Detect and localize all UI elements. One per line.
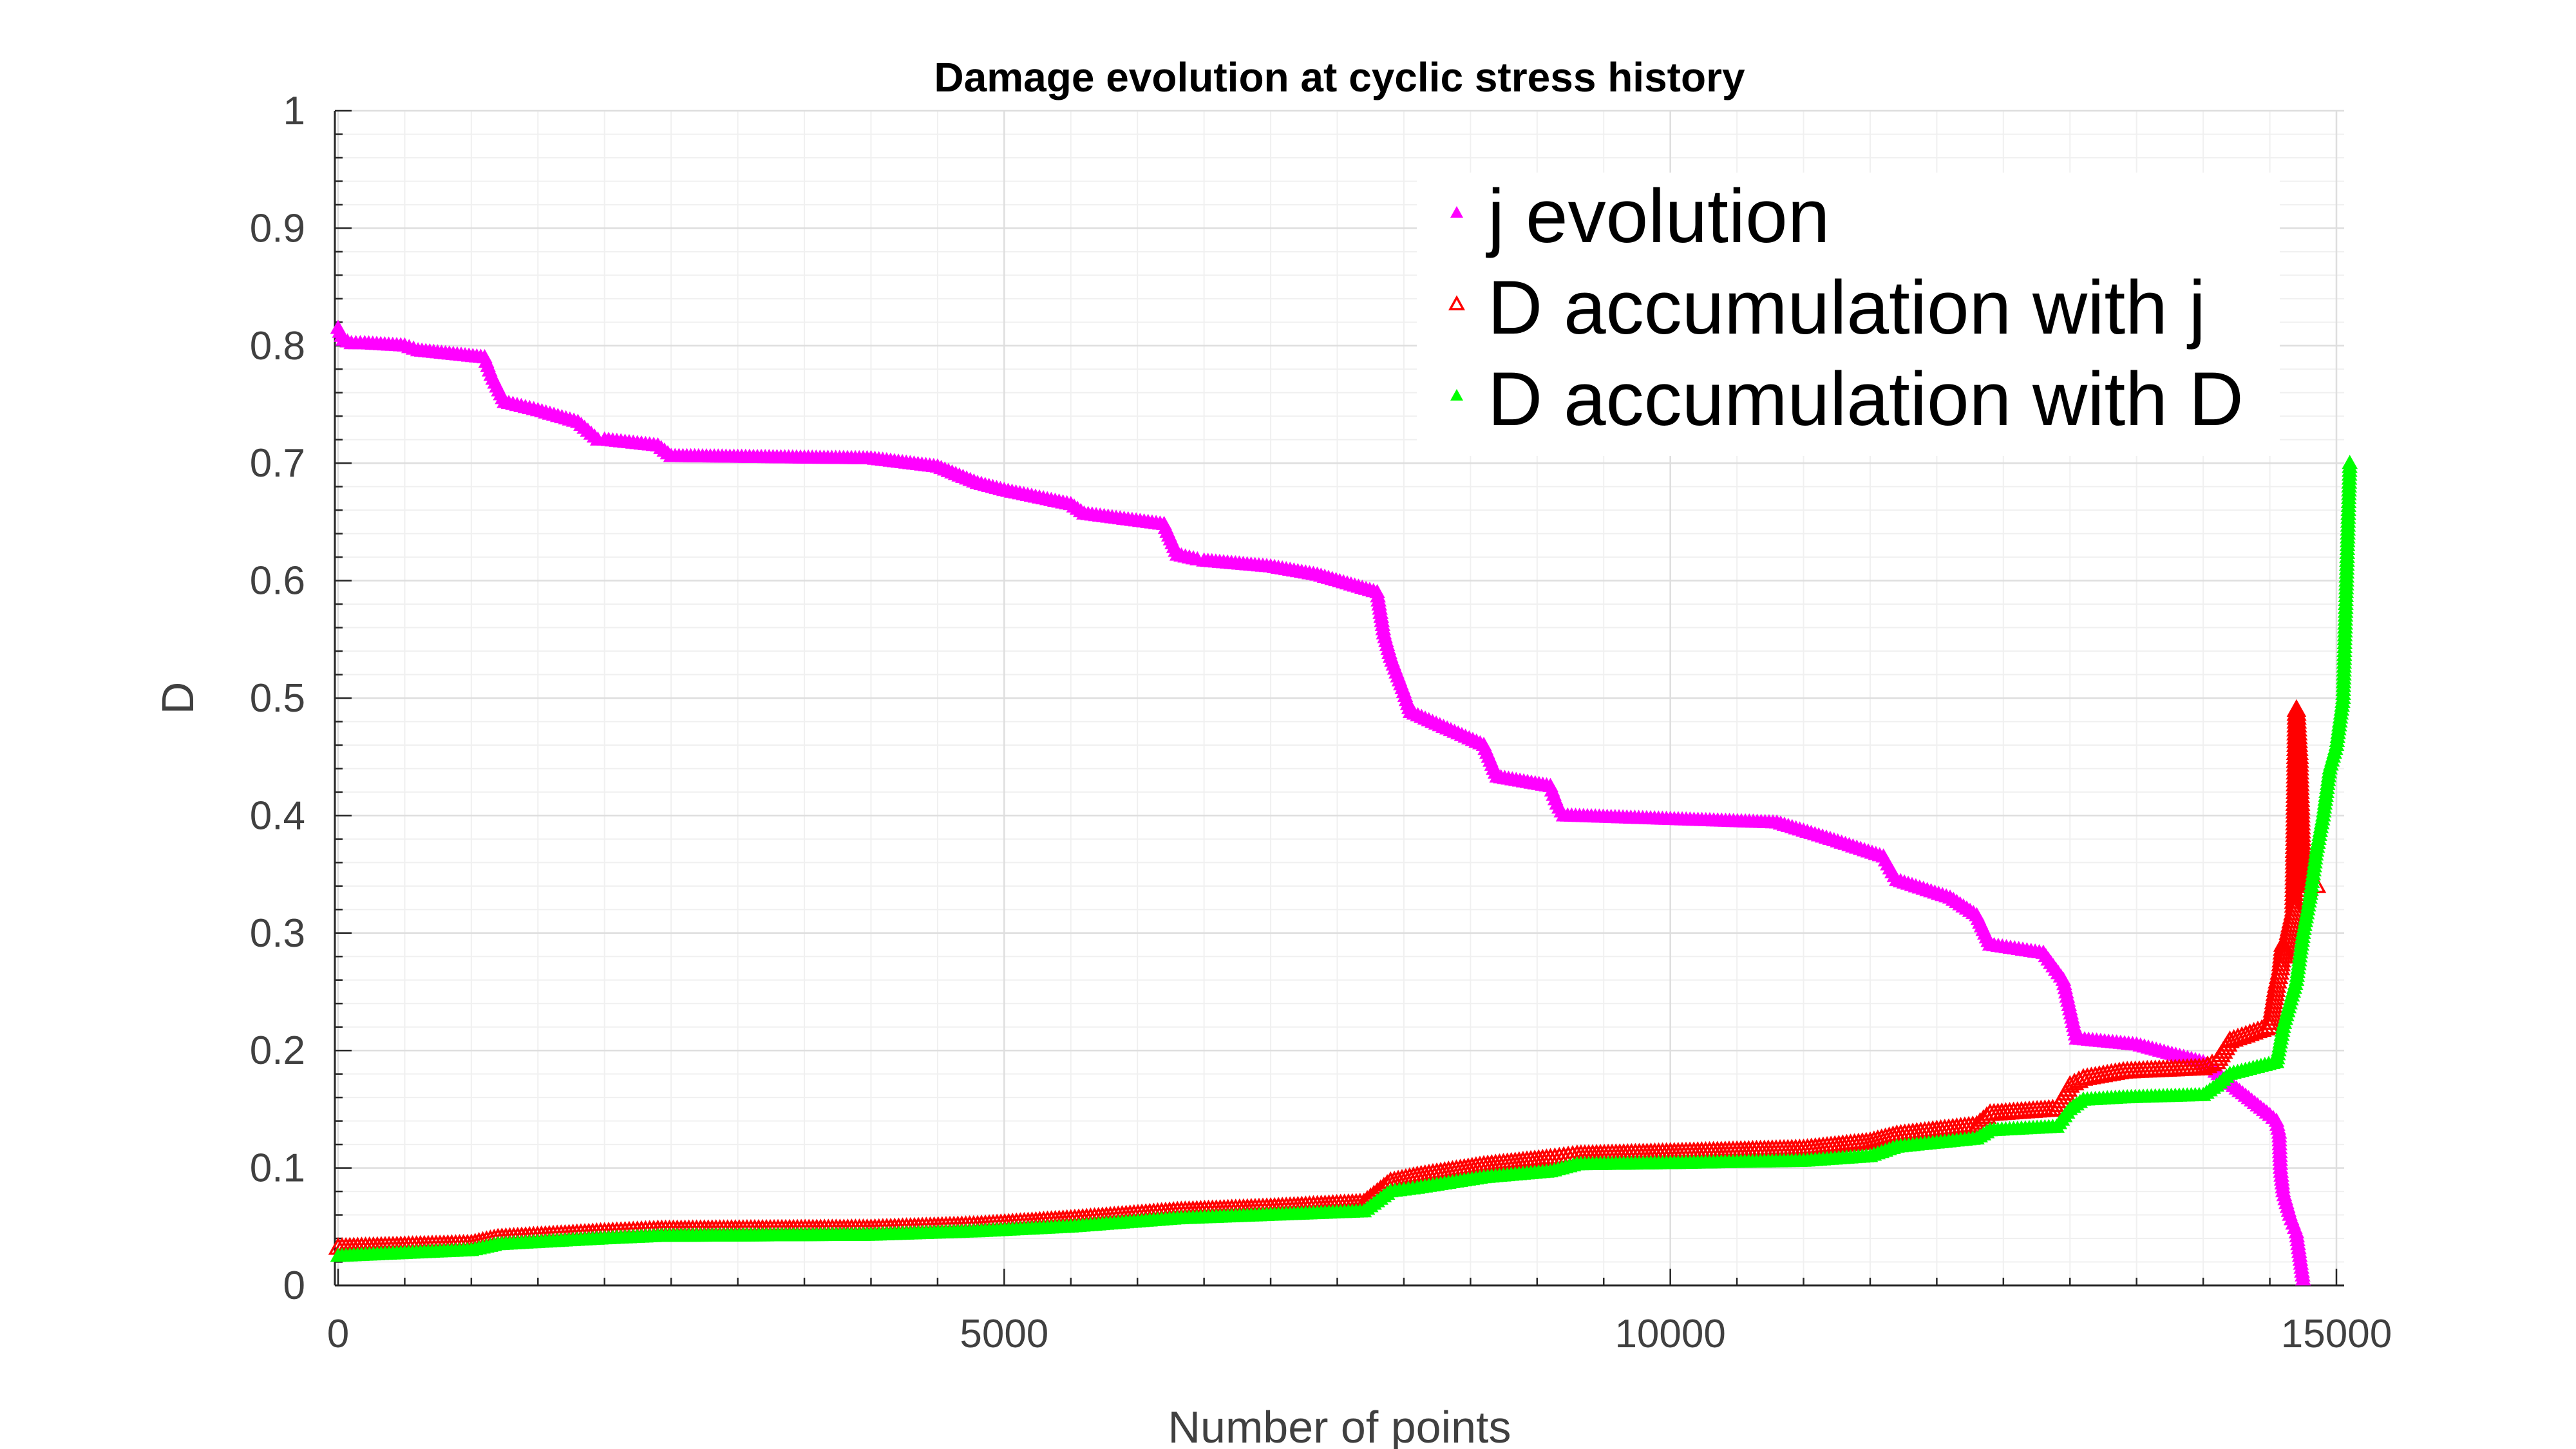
data-point	[2269, 961, 2289, 980]
data-point	[2060, 1075, 2080, 1093]
data-point	[2266, 979, 2286, 998]
legend-label-d-accumulation-with-j: D accumulation with j	[1488, 265, 2206, 350]
legend-marker-d-accumulation-with-d	[1450, 389, 1463, 401]
data-point	[2224, 1028, 2244, 1047]
legend-item-d-accumulation-with-d: D accumulation with D	[1450, 357, 2244, 442]
x-tick-labels: 0 5000 10000 15000	[327, 1312, 2392, 1356]
data-point	[2256, 1018, 2276, 1036]
data-point	[2231, 1026, 2252, 1044]
legend-label-j-evolution: j evolution	[1486, 174, 1830, 259]
y-tick-label: 0	[283, 1264, 305, 1308]
x-tick-label: 15000	[2281, 1312, 2392, 1356]
legend-item-j-evolution: j evolution	[1450, 174, 1830, 259]
series-1	[330, 319, 2311, 1285]
x-tick-label: 5000	[960, 1312, 1048, 1356]
x-tick-label: 0	[327, 1312, 349, 1356]
legend-item-d-accumulation-with-j: D accumulation with j	[1448, 265, 2206, 350]
y-tick-label: 0.1	[250, 1146, 305, 1191]
legend-label-d-accumulation-with-d: D accumulation with D	[1488, 357, 2244, 442]
chart-title: Damage evolution at cyclic stress histor…	[934, 54, 1745, 100]
legend-box	[1417, 173, 2280, 456]
data-point	[2240, 1023, 2260, 1041]
y-axis-title: D	[153, 682, 203, 715]
data-point	[2220, 1030, 2240, 1048]
series-layer	[328, 319, 2358, 1285]
y-tick-label: 0.4	[250, 793, 305, 838]
legend-marker-d-accumulation-with-j	[1448, 295, 1465, 310]
x-axis-title: Number of points	[1168, 1402, 1511, 1449]
y-tick-label: 0.9	[250, 206, 305, 251]
legend-marker-j-evolution	[1450, 206, 1463, 218]
data-point	[2228, 1027, 2248, 1046]
y-tick-label: 0.2	[250, 1028, 305, 1073]
data-point	[2248, 1020, 2268, 1039]
data-point	[2268, 971, 2287, 989]
data-point	[2202, 1053, 2222, 1072]
y-tick-label: 0.8	[250, 324, 305, 368]
data-point	[2244, 1021, 2264, 1040]
tick-marks	[335, 109, 2338, 1287]
data-point	[2235, 1025, 2256, 1043]
legend: j evolution D accumulation with j D accu…	[1417, 173, 2280, 456]
y-tick-label: 0.5	[250, 676, 305, 721]
y-tick-labels: 0 0.1 0.2 0.3 0.4 0.5 0.6 0.7 0.8 0.9 1	[250, 89, 305, 1308]
data-point	[2342, 455, 2358, 469]
x-tick-label: 10000	[1615, 1312, 1725, 1356]
y-tick-label: 1	[283, 89, 305, 133]
y-tick-label: 0.6	[250, 559, 305, 603]
data-point	[2268, 966, 2289, 985]
series-3	[330, 455, 2358, 1262]
data-point	[2295, 1271, 2311, 1285]
y-tick-label: 0.3	[250, 911, 305, 956]
data-point	[2266, 975, 2287, 993]
y-tick-label: 0.7	[250, 441, 305, 486]
data-point	[2064, 1072, 2085, 1091]
